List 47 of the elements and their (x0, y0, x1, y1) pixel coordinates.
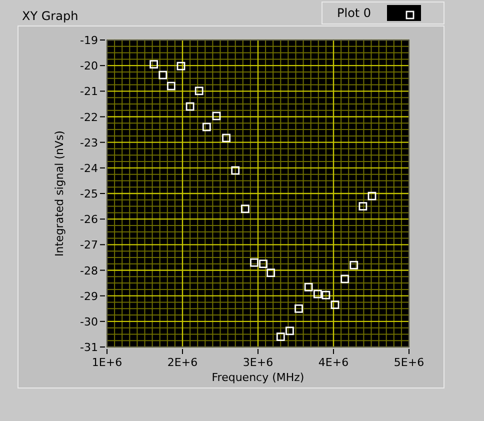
x-tick-label: 1E+6 (92, 356, 122, 369)
y-tick-label: -28 (80, 264, 98, 278)
point (150, 60, 158, 69)
chart-title: XY Graph (22, 9, 78, 23)
point (350, 260, 358, 270)
point (358, 202, 368, 210)
x-tick-label: 5E+6 (394, 356, 424, 369)
point (222, 134, 230, 142)
x-tick-label: 3E+6 (242, 356, 274, 369)
y-axis-title: Integrated signal (nVs) (53, 130, 66, 256)
point (368, 192, 376, 200)
point (304, 282, 313, 292)
point (276, 332, 285, 341)
y-tick-label: -27 (80, 238, 98, 252)
point (166, 82, 176, 90)
x-axis-title: Frequency (MHz) (212, 371, 304, 384)
point (202, 122, 211, 132)
point (158, 70, 168, 80)
point (330, 300, 340, 309)
point (286, 326, 294, 336)
y-tick-label: -30 (80, 315, 98, 328)
y-tick-label: -25 (80, 188, 98, 200)
point (313, 290, 322, 298)
y-tick-label: -23 (80, 136, 98, 150)
y-tick-label: -22 (80, 110, 98, 124)
text: Plot 0 (337, 6, 372, 20)
y-tick-label: -21 (80, 85, 98, 98)
point (340, 274, 350, 284)
point (186, 102, 194, 111)
y-tick-label: -24 (80, 162, 98, 175)
y-tick-label: -29 (80, 290, 98, 303)
y-tick-label: -26 (80, 213, 98, 226)
y-tick-label: -31 (80, 341, 98, 354)
point (322, 290, 330, 300)
point (194, 86, 204, 96)
x-tick-label: 4E+6 (318, 356, 349, 369)
y-tick-label: -19 (80, 34, 98, 47)
point (294, 304, 303, 313)
point (176, 62, 186, 70)
x-tick-label: 2E+6 (167, 356, 198, 369)
point (259, 260, 268, 268)
y-tick-label: -20 (80, 60, 98, 73)
point (250, 258, 258, 267)
point (231, 166, 240, 175)
point (266, 268, 276, 278)
point (212, 112, 221, 120)
point (240, 204, 250, 214)
